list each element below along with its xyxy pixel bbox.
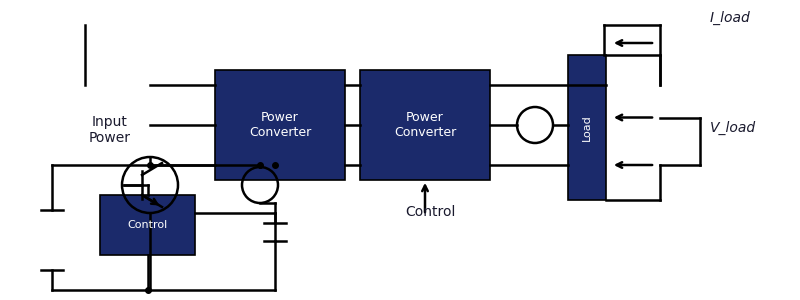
Text: Control: Control bbox=[127, 220, 168, 230]
Text: V_load: V_load bbox=[710, 121, 756, 135]
Text: Power
Converter: Power Converter bbox=[249, 111, 311, 139]
Bar bbox=[568, 55, 606, 200]
Bar bbox=[360, 70, 490, 180]
Text: Load: Load bbox=[582, 114, 592, 141]
Bar bbox=[215, 70, 345, 180]
Text: Input
Power: Input Power bbox=[89, 115, 131, 145]
Text: Power
Converter: Power Converter bbox=[394, 111, 456, 139]
Text: Control: Control bbox=[405, 205, 455, 219]
Bar bbox=[100, 195, 195, 255]
Text: I_load: I_load bbox=[710, 11, 750, 25]
